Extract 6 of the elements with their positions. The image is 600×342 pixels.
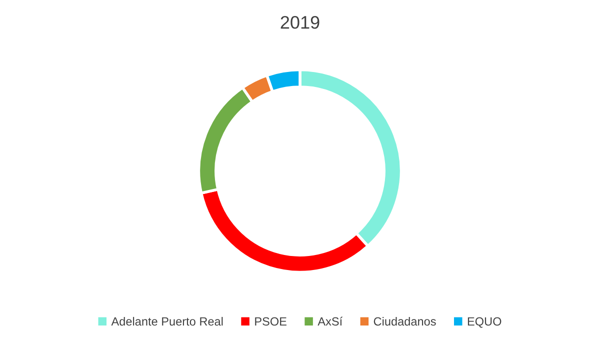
- legend-label: EQUO: [468, 317, 502, 328]
- legend-label: Adelante Puerto Real: [111, 316, 223, 326]
- legend-label: PSOE: [255, 317, 286, 326]
- legend-label: Ciudadanos: [374, 316, 436, 326]
- legend-label: AxSí: [318, 316, 343, 326]
- chart-title: 2019: [280, 16, 320, 29]
